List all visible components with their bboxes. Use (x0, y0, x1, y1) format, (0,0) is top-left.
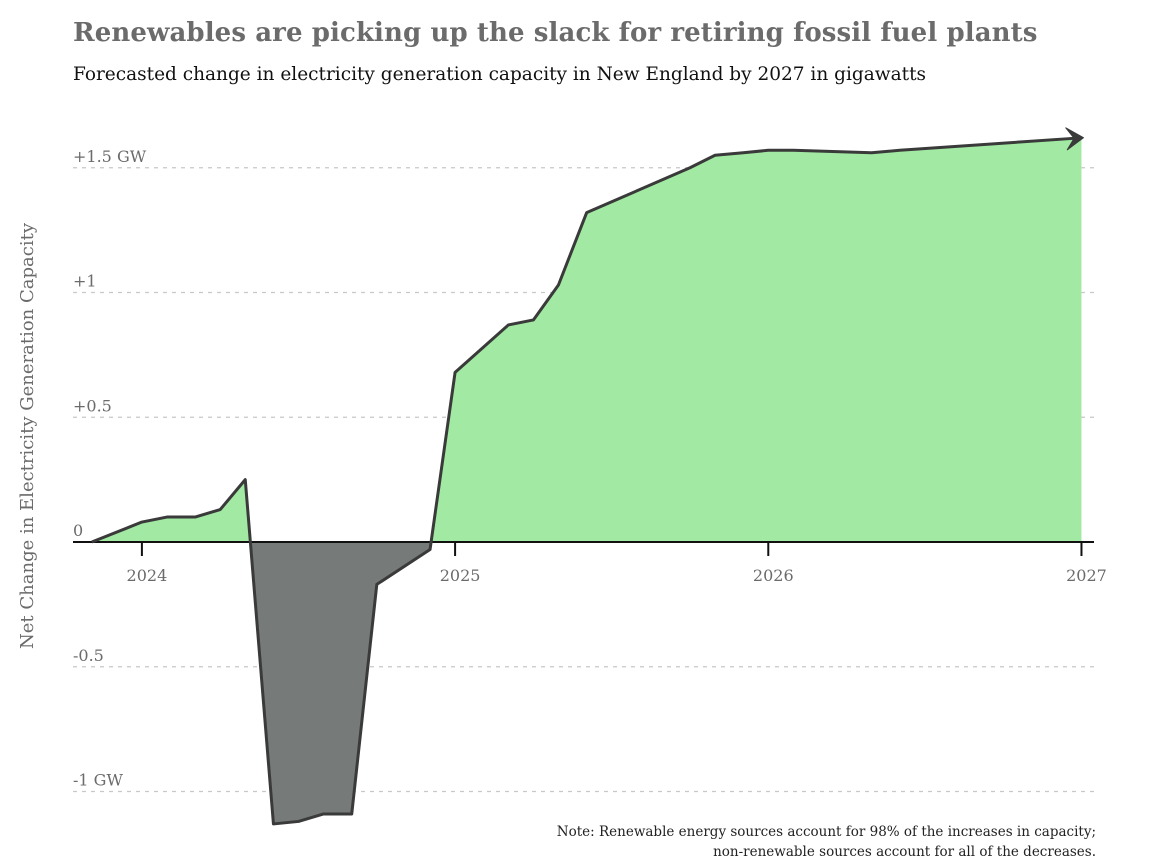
x-tick-label: 2025 (440, 566, 481, 585)
y-axis-label: Net Change in Electricity Generation Cap… (17, 222, 38, 649)
x-axis (73, 541, 1094, 556)
negative-area (250, 542, 432, 824)
positive-area (431, 137, 1082, 542)
arrow-head (1065, 127, 1084, 151)
footnote: Note: Renewable energy sources account f… (556, 824, 1096, 860)
y-tick-label: -1 GW (73, 771, 123, 790)
y-tick-label: -0.5 (73, 646, 104, 665)
chart-title: Renewables are picking up the slack for … (73, 18, 1038, 48)
series-line-path (91, 136, 1082, 826)
area-fills (91, 137, 1082, 824)
x-tick-label: 2024 (127, 566, 168, 585)
y-tick-label: +1 (73, 272, 97, 291)
series-line (91, 127, 1084, 826)
chart-subtitle: Forecasted change in electricity generat… (73, 64, 926, 85)
y-tick-label: +0.5 (73, 396, 112, 415)
y-tick-label: 0 (73, 521, 83, 540)
x-tick-label: 2026 (753, 566, 794, 585)
x-tick-label: 2027 (1066, 566, 1107, 585)
tick-labels: +1.5 GW +1 +0.5 0 -0.5 -1 GW 2024 2025 2026 2027 (73, 147, 1107, 790)
y-tick-label: +1.5 GW (73, 147, 147, 166)
